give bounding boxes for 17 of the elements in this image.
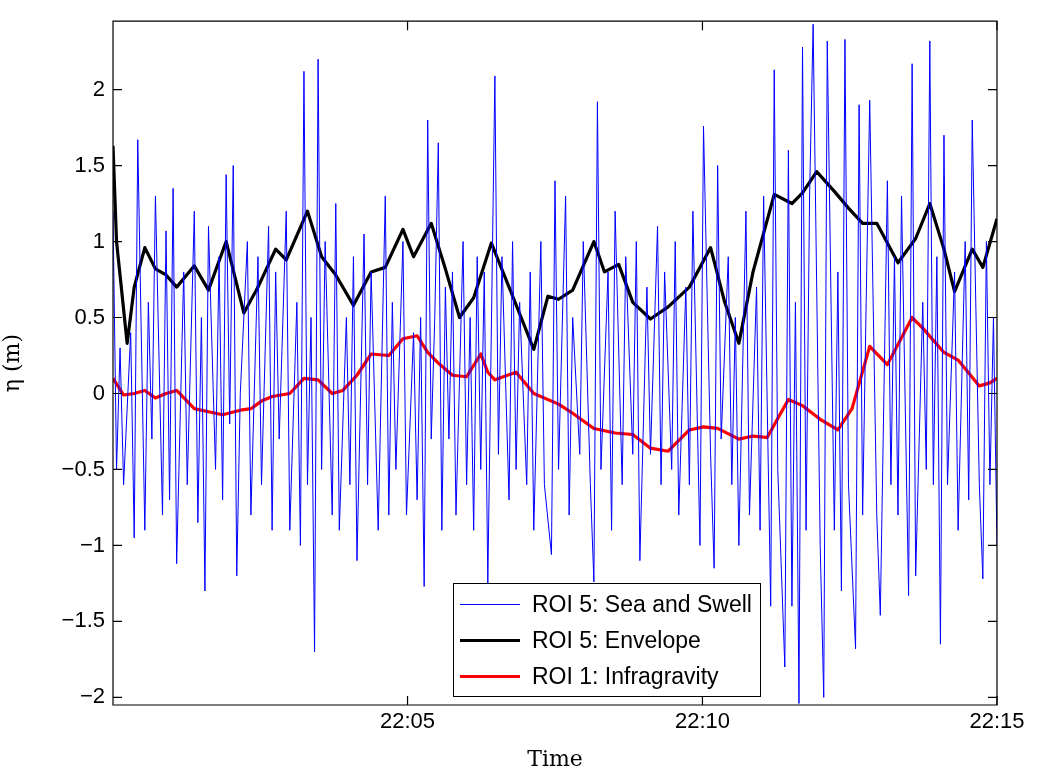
legend-label: ROI 5: Envelope [532,626,701,654]
y-tick-label: −1 [79,531,105,557]
x-tick-label: 22:10 [674,708,730,734]
y-tick-label: 0 [92,379,105,405]
legend-label: ROI 5: Sea and Swell [532,590,752,618]
y-tick-label: −0.5 [61,455,105,481]
y-tick-label: 2 [92,75,105,101]
x-axis-title: Time [527,745,583,771]
legend-label: ROI 1: Infragravity [532,662,719,690]
y-tick-label: −1.5 [61,607,105,633]
x-tick-label: 22:05 [380,708,436,734]
y-tick-label: −2 [79,683,105,709]
y-tick-label: 1 [92,227,105,253]
y-tick-label: 1.5 [74,151,105,177]
y-tick-label: 0.5 [74,303,105,329]
y-axis-title: η (m) [0,334,24,393]
x-tick-label: 22:15 [969,708,1025,734]
